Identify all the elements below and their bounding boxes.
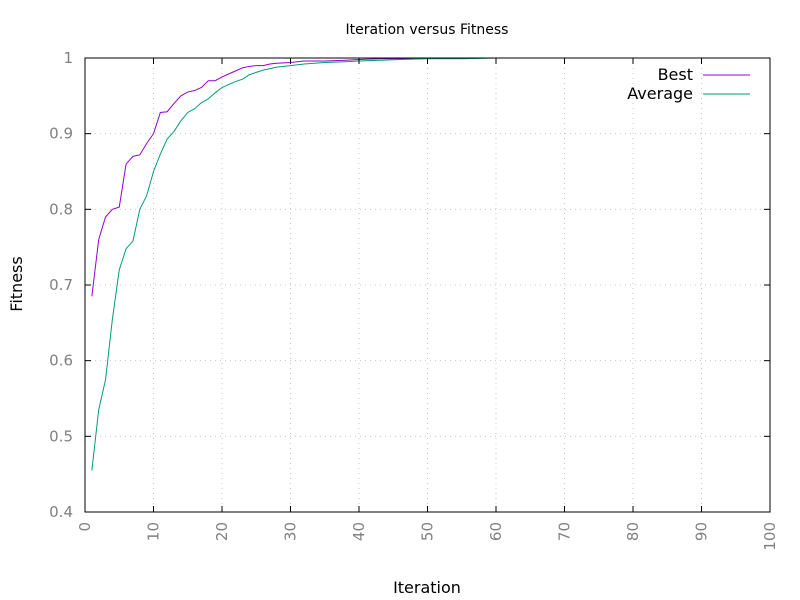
chart-title: Iteration versus Fitness — [346, 22, 509, 38]
x-tick-label: 30 — [282, 522, 300, 541]
x-tick-label: 40 — [350, 522, 368, 541]
y-axis-label: Fitness — [7, 256, 26, 311]
x-tick-label: 0 — [76, 522, 94, 532]
x-tick-label: 60 — [487, 522, 505, 541]
x-tick-label: 90 — [693, 522, 711, 541]
y-tick-label: 0.7 — [49, 276, 73, 294]
y-tick-label: 0.9 — [49, 125, 73, 143]
grid — [85, 58, 770, 512]
y-tick-label: 1 — [63, 49, 73, 67]
x-tick-label: 80 — [624, 522, 642, 541]
y-tick-label: 0.4 — [49, 503, 73, 521]
legend-label-best: Best — [658, 65, 693, 84]
legend-label-average: Average — [627, 84, 693, 103]
y-tick-label: 0.8 — [49, 200, 73, 218]
x-tick-label: 50 — [419, 522, 437, 541]
x-tick-label: 70 — [556, 522, 574, 541]
x-tick-label: 100 — [761, 522, 779, 551]
x-tick-label: 10 — [145, 522, 163, 541]
x-axis-label: Iteration — [393, 578, 461, 597]
y-tick-label: 0.6 — [49, 352, 73, 370]
x-tick-label: 20 — [213, 522, 231, 541]
axis-ticks: 0 10 20 30 40 50 60 70 80 90 100 0.4 0.5 0.6 0.7 0.8 0.9… — [49, 49, 779, 551]
y-tick-label: 0.5 — [49, 427, 73, 445]
